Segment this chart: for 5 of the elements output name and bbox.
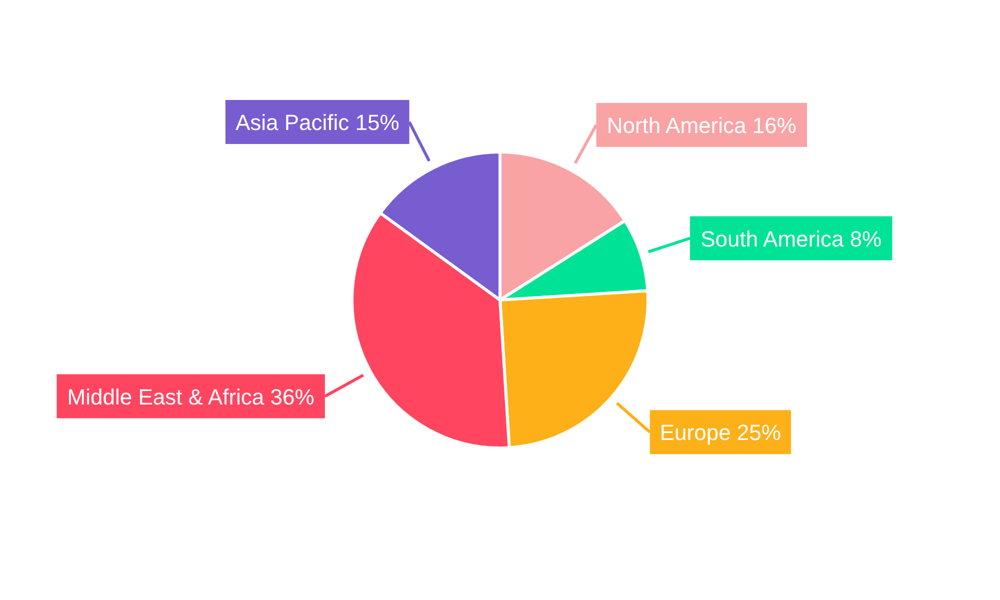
slice-label: South America 8% xyxy=(700,226,882,252)
slice-label: North America 16% xyxy=(606,112,796,138)
slice-label: Europe 25% xyxy=(660,420,781,446)
slice-label: Asia Pacific 15% xyxy=(235,110,400,135)
slice-label: Middle East & Africa 36% xyxy=(67,384,314,410)
